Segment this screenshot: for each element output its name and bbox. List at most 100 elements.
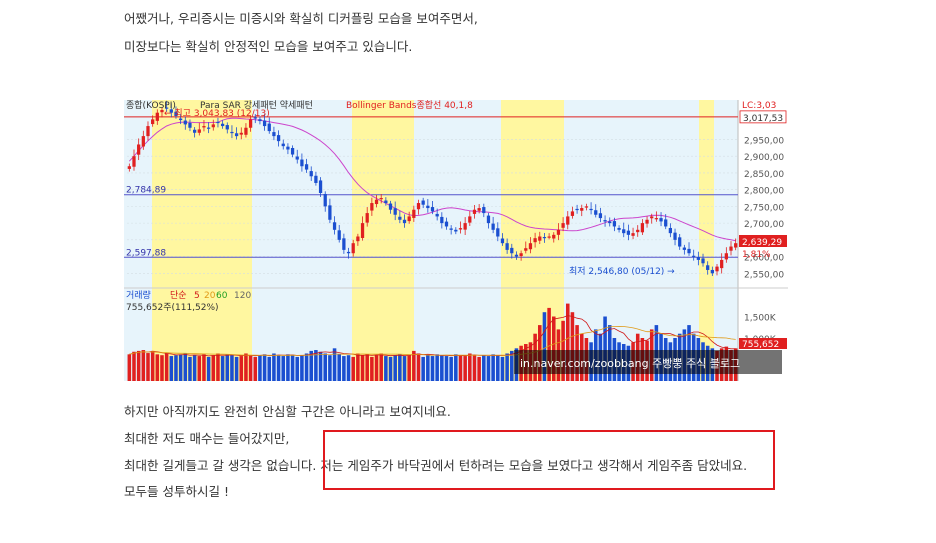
candle-body [295,156,299,160]
candle-body [318,180,323,193]
volume-bar [565,303,570,381]
candle-body [547,236,551,238]
high-line-tag-text: 3,017,53 [743,114,783,124]
volume-bar [169,356,174,381]
price-tick-label: 2,900,00 [744,153,784,163]
volume-bar [486,356,491,381]
candle-body [720,259,724,269]
candle-body [384,200,388,204]
candle-body [337,230,341,240]
candle-body [174,111,178,117]
volume-bar [127,354,132,381]
change-pct-text: 1,81% [742,250,771,260]
volume-bar [211,355,216,381]
candle-body [514,254,519,257]
paragraph-4: 최대한 저도 매수는 들어갔지만, [124,431,290,446]
candle-body [248,119,253,128]
candle-body [608,221,612,224]
paragraph-6: 모두들 성투하시길 ! [124,484,229,499]
candle-body [500,238,505,244]
volume-bar [150,350,155,381]
volume-bar [295,356,300,381]
volume-bar [477,356,481,381]
candle-body [449,228,453,230]
volume-ma-line [129,315,736,357]
watermark-text: in.naver.com/zoobbang 주빵뿡 주식 블로그 [520,357,740,370]
chart-legend-bollinger: Bollinger Bands종합선 40,1,8 [346,100,473,111]
candle-body [528,243,533,250]
candle-body [351,243,355,254]
candle-body [211,124,215,128]
candle-body [598,213,603,219]
volume-bar [206,356,211,381]
volume-bar [323,353,327,381]
candle-body [594,210,598,215]
candle-body [510,247,514,254]
candle-body [141,136,145,147]
volume-bar [281,356,286,381]
volume-bar [155,354,160,381]
candle-body [342,238,346,250]
volume-ma-period: 20 [204,291,216,301]
candle-body [216,121,220,124]
volume-bar [244,353,248,381]
volume-bar [346,355,351,381]
candle-body [678,237,682,247]
candle-body [328,205,332,220]
candle-body [701,258,705,264]
volume-bar [570,312,575,381]
volume-bar [468,353,472,381]
candle-body [603,220,607,222]
candle-body [300,159,304,167]
volume-bar [328,355,332,381]
volume-ma-label: 단순 [170,290,187,301]
volume-bar [542,312,547,381]
volume-bar [286,354,290,381]
candle-body [393,208,397,215]
volume-bar [370,356,374,381]
volume-tick-label: 1,500K [744,314,777,324]
candle-body [668,227,673,234]
candle-body [664,219,668,227]
volume-bar [337,354,341,381]
volume-ma-period: 5 [194,291,200,301]
volume-bar [188,356,192,381]
candle-body [654,218,659,220]
volume-bar [384,356,388,381]
candle-body [650,216,654,219]
candle-body [407,216,411,222]
volume-bar [440,355,444,381]
volume-bar [449,356,453,381]
price-tick-label: 2,550,00 [744,270,784,280]
volume-bar [402,356,407,381]
volume-bar [262,354,267,381]
candle-body [566,216,570,225]
candle-body [281,143,285,147]
candle-body [696,257,700,260]
candle-body [715,266,719,272]
candle-body [575,208,579,211]
paragraph-3: 하지만 아직까지도 완전히 안심할 구간은 아니라고 보여지네요. [124,404,451,419]
volume-bar [365,354,369,381]
candle-body [444,221,449,227]
volume-bar [230,355,234,381]
candle-body [398,216,402,220]
volume-bar [309,350,314,381]
candle-body [370,203,374,211]
candle-body [477,208,481,211]
candle-body [682,247,686,250]
volume-bar [491,354,495,381]
candle-body [197,129,201,133]
volume-bar [183,353,188,381]
volume-bar [192,355,197,381]
volume-ma-period: 60 [216,291,228,301]
current-price-text: 2,639,29 [742,238,782,248]
volume-bar [314,350,318,381]
candle-body [151,119,155,125]
candle-body [206,127,211,129]
candle-body [584,206,589,208]
candle-body [631,233,635,236]
volume-bar [160,355,164,381]
kospi-chart-image: 2,950,00 2,900,00 2,850,00 2,800,00 2,750,00… [124,100,788,381]
candle-body [626,230,631,235]
